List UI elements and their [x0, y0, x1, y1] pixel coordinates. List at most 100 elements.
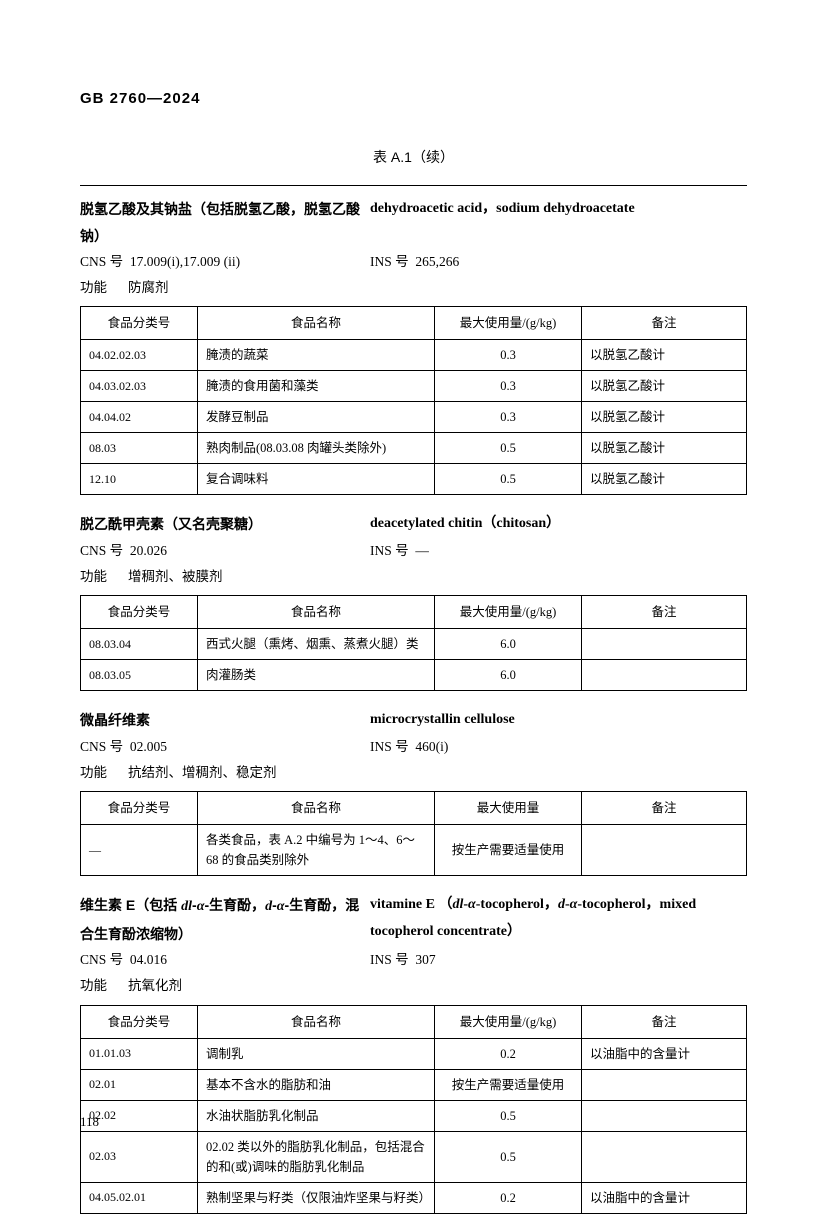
- cell-max: 0.5: [435, 1100, 582, 1131]
- cell-note: [582, 1131, 747, 1182]
- cell-code: 04.04.02: [81, 402, 198, 433]
- column-header: 食品分类号: [81, 1005, 198, 1038]
- cell-name: 基本不含水的脂肪和油: [198, 1069, 435, 1100]
- function-row: 功能增稠剂、被膜剂: [80, 564, 747, 590]
- table-row: 04.02.02.03腌渍的蔬菜0.3以脱氢乙酸计: [81, 340, 747, 371]
- cell-name: 02.02 类以外的脂肪乳化制品，包括混合的和(或)调味的脂肪乳化制品: [198, 1131, 435, 1182]
- table-row: 01.01.03调制乳0.2以油脂中的含量计: [81, 1038, 747, 1069]
- cell-max: 6.0: [435, 629, 582, 660]
- cell-name: 各类食品，表 A.2 中编号为 1～4、6～68 的食品类别除外: [198, 825, 435, 876]
- column-header: 备注: [582, 307, 747, 340]
- cell-code: 08.03.04: [81, 629, 198, 660]
- additive-name-cn: 微晶纤维素: [80, 707, 370, 734]
- table-row: 08.03.04西式火腿（熏烤、烟熏、蒸煮火腿）类6.0: [81, 629, 747, 660]
- cell-code: 02.03: [81, 1131, 198, 1182]
- column-header: 最大使用量: [435, 792, 582, 825]
- usage-table: 食品分类号食品名称最大使用量/(g/kg)备注08.03.04西式火腿（熏烤、烟…: [80, 595, 747, 691]
- column-header: 食品名称: [198, 792, 435, 825]
- additive-name-en: microcrystallin cellulose: [370, 707, 747, 734]
- table-row: 04.03.02.03腌渍的食用菌和藻类0.3以脱氢乙酸计: [81, 371, 747, 402]
- table-title: 表 A.1（续）: [80, 147, 747, 167]
- cell-note: 以脱氢乙酸计: [582, 402, 747, 433]
- cell-note: [582, 1100, 747, 1131]
- cell-note: [582, 629, 747, 660]
- cell-max: 按生产需要适量使用: [435, 825, 582, 876]
- additive-name-cn: 脱乙酰甲壳素（又名壳聚糖）: [80, 511, 370, 538]
- column-header: 备注: [582, 792, 747, 825]
- column-header: 食品分类号: [81, 307, 198, 340]
- cell-name: 熟肉制品(08.03.08 肉罐头类除外): [198, 433, 435, 464]
- additive-name-cn: 维生素 E（包括 dl-α-生育酚，d-α-生育酚，混合生育酚浓缩物）: [80, 892, 370, 947]
- cell-code: 08.03: [81, 433, 198, 464]
- column-header: 食品分类号: [81, 596, 198, 629]
- cell-code: 01.01.03: [81, 1038, 198, 1069]
- cell-code: —: [81, 825, 198, 876]
- column-header: 备注: [582, 1005, 747, 1038]
- column-header: 食品名称: [198, 307, 435, 340]
- cell-max: 0.3: [435, 371, 582, 402]
- column-header: 最大使用量/(g/kg): [435, 1005, 582, 1038]
- cell-code: 04.05.02.01: [81, 1182, 198, 1213]
- usage-table: 食品分类号食品名称最大使用量/(g/kg)备注01.01.03调制乳0.2以油脂…: [80, 1005, 747, 1214]
- cell-max: 0.2: [435, 1182, 582, 1213]
- cns-number: CNS 号 02.005: [80, 734, 370, 760]
- cell-note: 以油脂中的含量计: [582, 1038, 747, 1069]
- cell-max: 0.5: [435, 1131, 582, 1182]
- cell-code: 12.10: [81, 464, 198, 495]
- cell-note: [582, 825, 747, 876]
- ins-number: INS 号 265,266: [370, 249, 747, 275]
- cns-number: CNS 号 04.016: [80, 947, 370, 973]
- cell-note: [582, 660, 747, 691]
- cell-code: 08.03.05: [81, 660, 198, 691]
- ins-number: INS 号 —: [370, 538, 747, 564]
- additive-name-en: deacetylated chitin（chitosan）: [370, 511, 747, 538]
- cell-code: 04.02.02.03: [81, 340, 198, 371]
- cell-code: 04.03.02.03: [81, 371, 198, 402]
- standard-code: GB 2760—2024: [80, 90, 747, 107]
- ins-number: INS 号 460(i): [370, 734, 747, 760]
- cell-note: 以脱氢乙酸计: [582, 433, 747, 464]
- additive-section: 脱乙酰甲壳素（又名壳聚糖）deacetylated chitin（chitosa…: [80, 511, 747, 691]
- cell-code: 02.01: [81, 1069, 198, 1100]
- table-row: 04.04.02发酵豆制品0.3以脱氢乙酸计: [81, 402, 747, 433]
- cns-number: CNS 号 20.026: [80, 538, 370, 564]
- cell-name: 腌渍的蔬菜: [198, 340, 435, 371]
- cell-name: 复合调味料: [198, 464, 435, 495]
- column-header: 食品名称: [198, 596, 435, 629]
- column-header: 食品名称: [198, 1005, 435, 1038]
- cell-note: 以脱氢乙酸计: [582, 464, 747, 495]
- top-rule: [80, 185, 747, 186]
- column-header: 最大使用量/(g/kg): [435, 596, 582, 629]
- column-header: 食品分类号: [81, 792, 198, 825]
- cell-note: 以脱氢乙酸计: [582, 371, 747, 402]
- cell-max: 0.3: [435, 402, 582, 433]
- usage-table: 食品分类号食品名称最大使用量备注—各类食品，表 A.2 中编号为 1～4、6～6…: [80, 791, 747, 876]
- cell-name: 西式火腿（熏烤、烟熏、蒸煮火腿）类: [198, 629, 435, 660]
- cell-max: 按生产需要适量使用: [435, 1069, 582, 1100]
- table-row: —各类食品，表 A.2 中编号为 1～4、6～68 的食品类别除外按生产需要适量…: [81, 825, 747, 876]
- ins-number: INS 号 307: [370, 947, 747, 973]
- table-row: 02.01基本不含水的脂肪和油按生产需要适量使用: [81, 1069, 747, 1100]
- additive-section: 脱氢乙酸及其钠盐（包括脱氢乙酸，脱氢乙酸钠）dehydroacetic acid…: [80, 196, 747, 495]
- cell-note: [582, 1069, 747, 1100]
- cell-name: 发酵豆制品: [198, 402, 435, 433]
- cns-number: CNS 号 17.009(i),17.009 (ii): [80, 249, 370, 275]
- additive-name-en: vitamine E （dl-α-tocopherol，d-α-tocopher…: [370, 892, 747, 947]
- table-row: 12.10复合调味料0.5以脱氢乙酸计: [81, 464, 747, 495]
- table-row: 04.05.02.01熟制坚果与籽类（仅限油炸坚果与籽类）0.2以油脂中的含量计: [81, 1182, 747, 1213]
- column-header: 备注: [582, 596, 747, 629]
- additive-name-cn: 脱氢乙酸及其钠盐（包括脱氢乙酸，脱氢乙酸钠）: [80, 196, 370, 249]
- cell-name: 水油状脂肪乳化制品: [198, 1100, 435, 1131]
- function-row: 功能抗结剂、增稠剂、稳定剂: [80, 760, 747, 786]
- cell-max: 0.2: [435, 1038, 582, 1069]
- cell-name: 熟制坚果与籽类（仅限油炸坚果与籽类）: [198, 1182, 435, 1213]
- additive-section: 微晶纤维素microcrystallin celluloseCNS 号 02.0…: [80, 707, 747, 876]
- usage-table: 食品分类号食品名称最大使用量/(g/kg)备注04.02.02.03腌渍的蔬菜0…: [80, 306, 747, 495]
- cell-name: 肉灌肠类: [198, 660, 435, 691]
- column-header: 最大使用量/(g/kg): [435, 307, 582, 340]
- cell-name: 腌渍的食用菌和藻类: [198, 371, 435, 402]
- cell-max: 0.3: [435, 340, 582, 371]
- table-row: 02.02水油状脂肪乳化制品0.5: [81, 1100, 747, 1131]
- function-row: 功能抗氧化剂: [80, 973, 747, 999]
- table-row: 08.03熟肉制品(08.03.08 肉罐头类除外)0.5以脱氢乙酸计: [81, 433, 747, 464]
